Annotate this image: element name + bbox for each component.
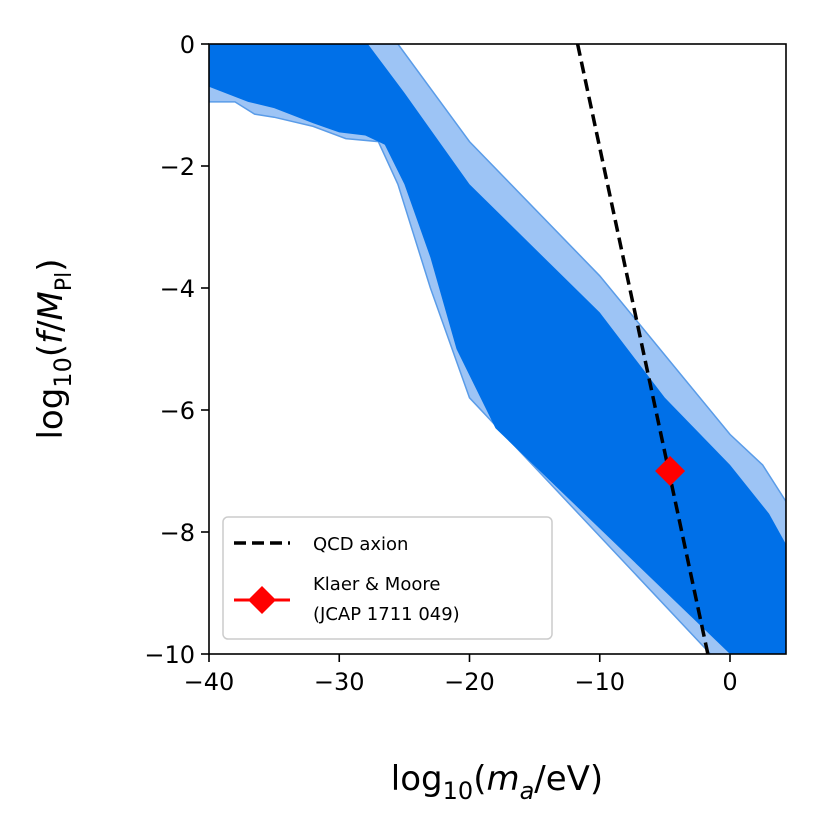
- plot-frame: [208, 43, 787, 655]
- y-tick-label: −10: [144, 641, 195, 669]
- x-tick-label: −20: [444, 668, 495, 696]
- x-tick-label: −10: [574, 668, 625, 696]
- legend-marker-swatch: [248, 586, 276, 614]
- y-tick-label: −2: [160, 153, 195, 181]
- klaer-moore-marker-0: [655, 456, 686, 486]
- legend-marker-label: Klaer & Moore: [313, 574, 440, 595]
- y-tick-label: −6: [160, 397, 195, 425]
- y-tick-label: −8: [160, 519, 195, 547]
- legend: QCD axion Klaer & Moore (JCAP 1711 049): [222, 516, 553, 640]
- legend-qcd-label: QCD axion: [313, 534, 408, 555]
- y-axis-label: log10(f/MPl): [31, 258, 77, 439]
- qcd-axion-line: [575, 44, 710, 654]
- y-tick-label: 0: [180, 31, 195, 59]
- x-tick-label: −30: [314, 668, 365, 696]
- y-tick-label: −4: [160, 275, 195, 303]
- inner-confidence-band: [209, 44, 786, 654]
- x-tick-label: −40: [184, 668, 235, 696]
- legend-box: [222, 516, 553, 640]
- legend-marker-label-2: (JCAP 1711 049): [313, 604, 460, 625]
- x-tick-label: 0: [722, 668, 737, 696]
- x-axis-label: log10(ma/eV): [391, 759, 603, 805]
